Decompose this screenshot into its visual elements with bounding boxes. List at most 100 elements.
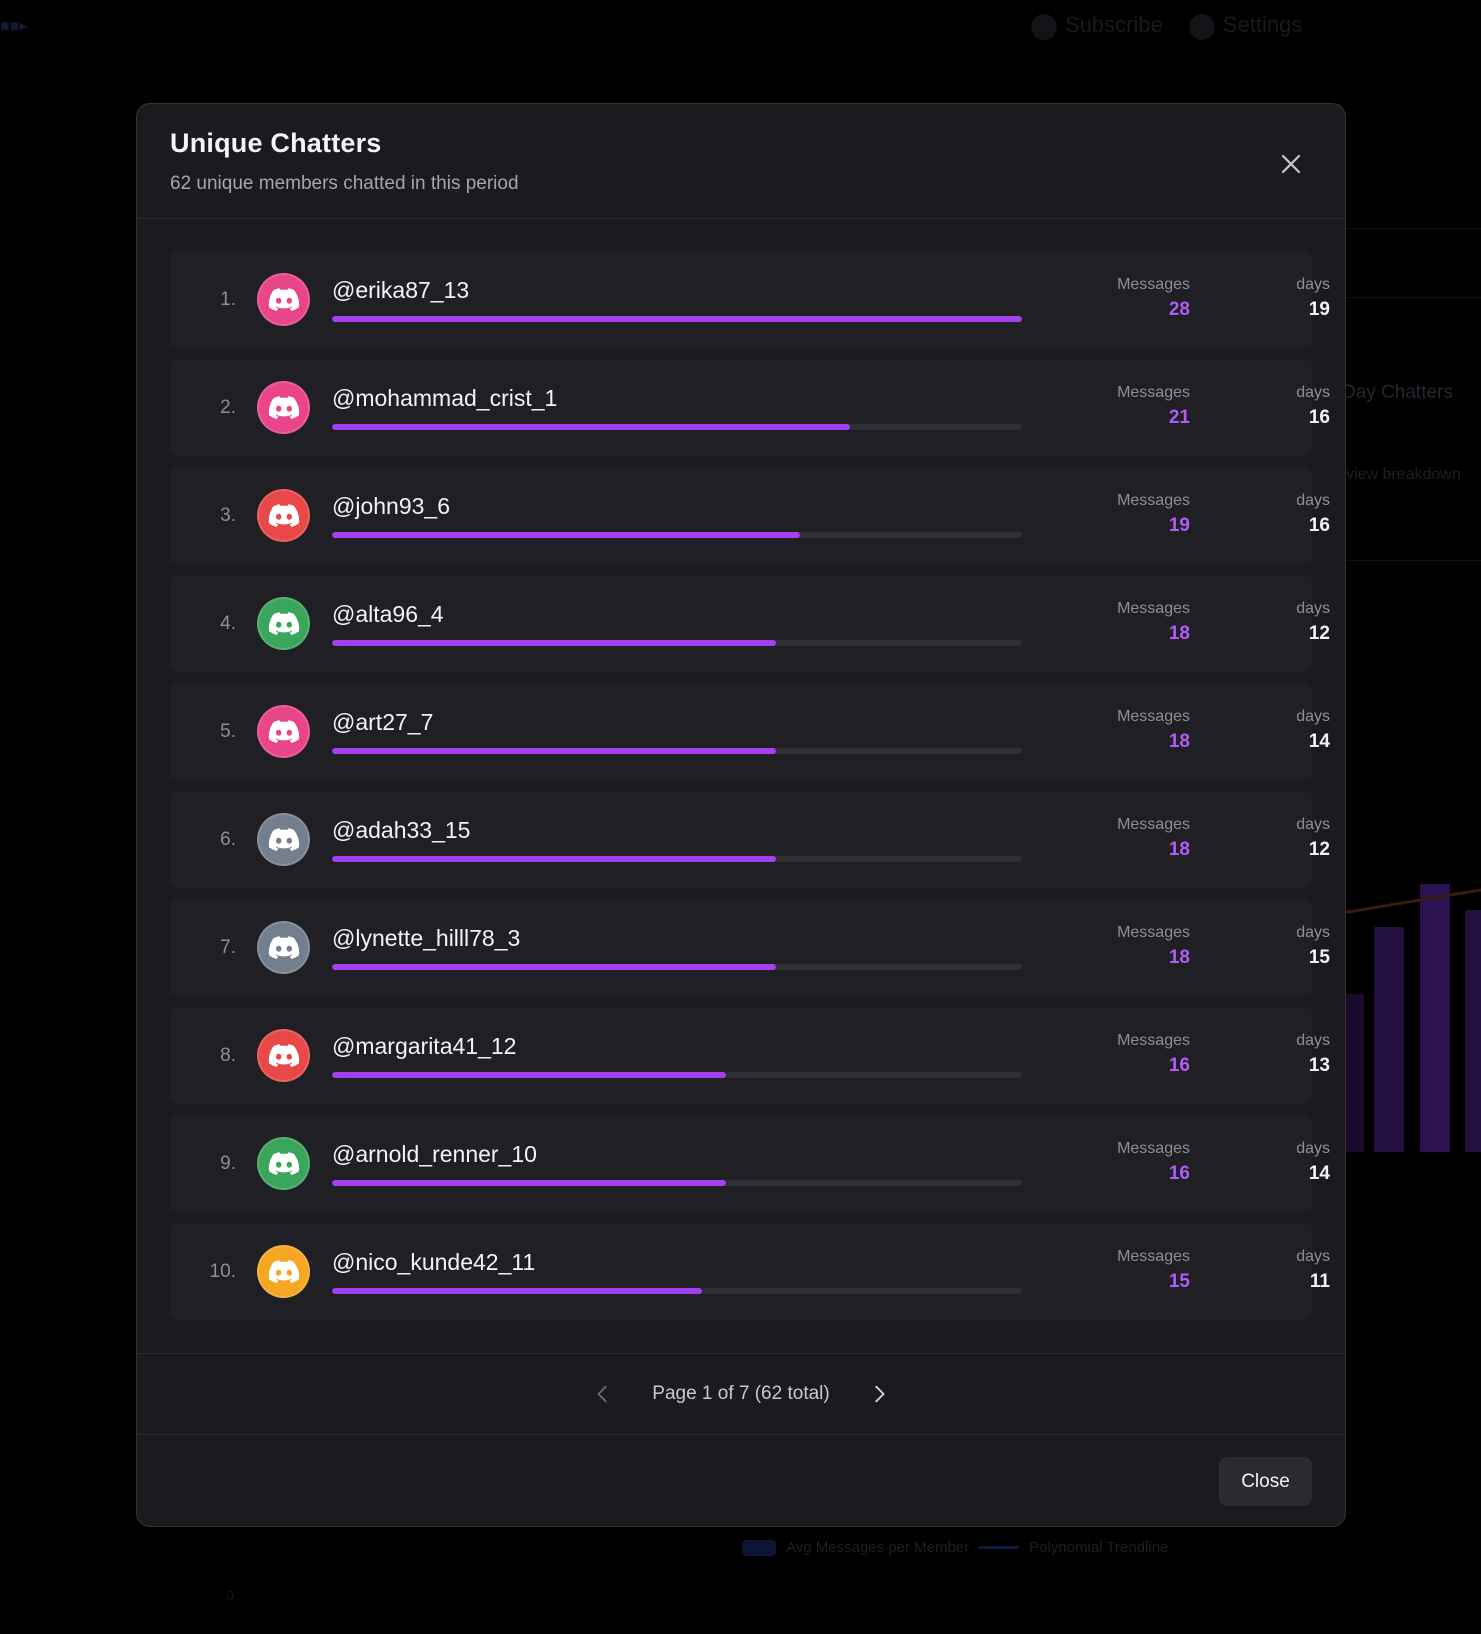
discord-avatar-icon [257, 597, 310, 650]
chatter-row: 5. @art27_7 Messages 18 days 14 [170, 683, 1330, 780]
modal-header: Unique Chatters 62 unique members chatte… [137, 104, 1345, 219]
days-value: 11 [1309, 1271, 1330, 1292]
bg-card-label: Day Chatters [1342, 382, 1453, 403]
days-value: 16 [1308, 515, 1330, 536]
days-label: days [1296, 492, 1330, 509]
chatter-row: 7. @lynette_hilll78_3 Messages 18 days 15 [170, 899, 1330, 996]
rank-number: 2. [220, 397, 236, 418]
days-stat: days 16 [1230, 492, 1330, 537]
days-value: 16 [1308, 407, 1330, 428]
chevron-right-icon[interactable] [866, 1381, 892, 1407]
messages-value: 28 [1168, 299, 1190, 320]
rank-number: 9. [220, 1153, 236, 1174]
message-bar-fill [332, 640, 776, 646]
messages-value: 18 [1168, 731, 1190, 752]
message-bar-track [332, 1180, 1022, 1186]
pagination-text: Page 1 of 7 (62 total) [652, 1383, 830, 1404]
days-value: 14 [1308, 1163, 1330, 1184]
messages-value: 16 [1168, 1163, 1190, 1184]
messages-value: 18 [1168, 839, 1190, 860]
days-label: days [1296, 1248, 1330, 1265]
username: @mohammad_crist_1 [332, 385, 558, 411]
username: @alta96_4 [332, 601, 444, 627]
messages-stat: Messages 19 [1030, 492, 1190, 537]
messages-value: 16 [1168, 1055, 1190, 1076]
messages-value: 15 [1168, 1271, 1190, 1292]
close-icon[interactable] [1277, 150, 1305, 178]
message-bar-track [332, 316, 1022, 322]
messages-value: 18 [1168, 623, 1190, 644]
username: @lynette_hilll78_3 [332, 925, 521, 951]
message-bar-fill [332, 424, 850, 430]
messages-label: Messages [1117, 492, 1190, 509]
rank-number: 8. [220, 1045, 236, 1066]
discord-avatar-icon [257, 813, 310, 866]
messages-value: 18 [1168, 947, 1190, 968]
bg-legend: Avg Messages per Member Polynomial Trend… [742, 1539, 1168, 1556]
rank-number: 3. [220, 505, 236, 526]
message-bar-fill [332, 532, 801, 538]
chatter-list: 1. @erika87_13 Messages 28 days 19 2. @mohammad… [137, 219, 1345, 1320]
chatter-row: 8. @margarita41_12 Messages 16 days 13 [170, 1007, 1330, 1104]
days-label: days [1296, 708, 1330, 725]
message-bar-track [332, 856, 1022, 862]
message-bar-fill [332, 1288, 702, 1294]
username: @art27_7 [332, 709, 434, 735]
days-label: days [1296, 276, 1330, 293]
messages-stat: Messages 16 [1030, 1140, 1190, 1185]
username: @nico_kunde42_11 [332, 1249, 536, 1275]
bg-nav-item-subscribe: Subscribe [1031, 12, 1163, 40]
bg-chart-bar [1465, 910, 1481, 1152]
rank-number: 5. [220, 721, 236, 742]
days-label: days [1296, 1140, 1330, 1157]
discord-avatar-icon [257, 1245, 310, 1298]
messages-stat: Messages 18 [1030, 600, 1190, 645]
username: @adah33_15 [332, 817, 471, 843]
messages-stat: Messages 21 [1030, 384, 1190, 429]
days-label: days [1296, 816, 1330, 833]
messages-label: Messages [1117, 1140, 1190, 1157]
days-value: 19 [1308, 299, 1330, 320]
message-bar-fill [332, 856, 776, 862]
message-bar-fill [332, 1072, 727, 1078]
messages-label: Messages [1117, 708, 1190, 725]
username: @erika87_13 [332, 277, 470, 303]
bg-chart-bar [1420, 884, 1450, 1152]
messages-stat: Messages 28 [1030, 276, 1190, 321]
message-bar-track [332, 640, 1022, 646]
bg-separator [1300, 560, 1481, 561]
discord-avatar-icon [257, 921, 310, 974]
days-value: 14 [1308, 731, 1330, 752]
messages-stat: Messages 18 [1030, 816, 1190, 861]
bg-footer: 0 [226, 1587, 234, 1603]
username: @arnold_renner_10 [332, 1141, 537, 1167]
days-value: 13 [1308, 1055, 1330, 1076]
bg-logo: ■■▸ [0, 18, 28, 35]
messages-label: Messages [1117, 384, 1190, 401]
messages-stat: Messages 16 [1030, 1032, 1190, 1077]
days-value: 15 [1308, 947, 1330, 968]
discord-avatar-icon [257, 273, 310, 326]
days-stat: days 12 [1230, 600, 1330, 645]
chatter-row: 2. @mohammad_crist_1 Messages 21 days 16 [170, 359, 1330, 456]
chatter-row: 10. @nico_kunde42_11 Messages 15 days 11 [170, 1223, 1330, 1320]
chatter-row: 6. @adah33_15 Messages 18 days 12 [170, 791, 1330, 888]
pagination: Page 1 of 7 (62 total) [137, 1353, 1345, 1435]
close-button[interactable]: Close [1219, 1457, 1312, 1506]
messages-value: 19 [1168, 515, 1190, 536]
messages-label: Messages [1117, 600, 1190, 617]
chatter-row: 3. @john93_6 Messages 19 days 16 [170, 467, 1330, 564]
message-bar-fill [332, 1180, 727, 1186]
message-bar-track [332, 964, 1022, 970]
message-bar-fill [332, 316, 1022, 322]
message-bar-fill [332, 748, 776, 754]
message-bar-track [332, 748, 1022, 754]
username: @margarita41_12 [332, 1033, 517, 1059]
messages-label: Messages [1117, 816, 1190, 833]
rank-number: 4. [220, 613, 236, 634]
days-stat: days 14 [1230, 708, 1330, 753]
bg-card [1300, 228, 1481, 298]
chevron-left-icon[interactable] [590, 1381, 616, 1407]
message-bar-track [332, 1288, 1022, 1294]
